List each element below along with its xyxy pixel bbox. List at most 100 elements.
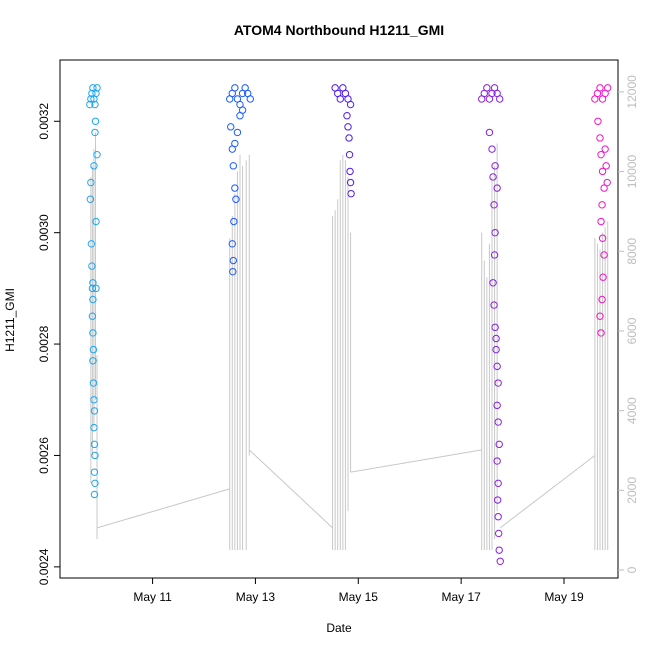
right-y-tick-label-5: 10000: [625, 155, 639, 189]
plot-area: May 11 May 13 May 15 May 17 May 19 0.0024 0.00…: [37, 59, 639, 604]
data-point-4-21: [603, 178, 611, 187]
data-point-0-13: [89, 295, 97, 304]
data-point-3-7: [496, 95, 504, 103]
data-point-1-21: [238, 106, 247, 114]
data-point-0-3: [89, 84, 97, 92]
data-point-4-5: [604, 84, 612, 92]
data-point-1-16: [229, 256, 238, 265]
data-point-3-13: [490, 251, 499, 259]
y-tick-label-1: 0.0026: [37, 437, 51, 474]
x-tick-label-3: May 17: [441, 590, 481, 604]
data-point-0-7: [93, 84, 101, 92]
data-point-2-9: [345, 134, 353, 142]
data-point-3-11: [490, 201, 498, 209]
data-point-3-9: [488, 145, 496, 153]
right-y-tick-label-0: 0: [625, 566, 639, 573]
data-point-0-6: [92, 89, 100, 98]
data-point-4-12: [597, 217, 605, 226]
data-point-1-15: [228, 240, 236, 248]
data-point-3-26: [494, 513, 502, 521]
data-point-4-15: [599, 273, 607, 281]
data-point-3-28: [495, 546, 503, 554]
right-y-tick-label-4: 8000: [625, 238, 639, 265]
right-y-tick-label-6: 12000: [625, 75, 639, 109]
data-point-3-12: [491, 228, 499, 237]
data-point-1-2: [231, 84, 239, 92]
data-point-0-1: [87, 95, 95, 103]
right-y-tick-label-1: 2000: [625, 477, 639, 504]
data-point-0-21: [90, 423, 98, 432]
data-point-1-8: [246, 95, 254, 103]
data-point-2-6: [346, 100, 355, 109]
data-point-0-25: [91, 479, 99, 488]
data-point-3-14: [489, 279, 497, 287]
data-point-0-29: [92, 217, 100, 226]
data-point-3-20: [493, 401, 501, 410]
data-point-4-2: [596, 84, 604, 92]
data-point-4-9: [598, 167, 607, 176]
data-point-3-18: [493, 362, 501, 371]
data-point-4-7: [596, 134, 604, 142]
data-point-0-12: [88, 284, 97, 293]
data-point-0-22: [90, 440, 99, 449]
data-point-3-23: [493, 457, 501, 465]
data-point-4-17: [596, 312, 604, 320]
data-point-3-10: [489, 173, 497, 181]
data-point-0-15: [89, 329, 97, 337]
data-point-0-10: [87, 240, 96, 248]
data-point-3-2: [483, 84, 491, 92]
data-point-4-11: [598, 201, 606, 209]
data-point-3-24: [494, 479, 502, 488]
data-point-0-5: [91, 100, 99, 109]
data-point-4-13: [598, 234, 607, 242]
data-point-2-10: [345, 150, 354, 159]
altitude-connector-0: [96, 488, 230, 529]
data-point-2-2: [336, 95, 344, 103]
data-point-0-31: [93, 150, 101, 159]
data-point-0-33: [91, 117, 100, 125]
x-axis-title: Date: [326, 621, 352, 635]
data-point-3-30: [491, 162, 499, 170]
data-point-0-8: [86, 195, 95, 203]
data-point-3-19: [494, 379, 502, 387]
y-axis-title: H1211_GMI: [3, 288, 17, 352]
data-point-3-8: [485, 128, 494, 137]
data-point-4-10: [600, 184, 608, 192]
data-point-1-12: [231, 184, 239, 192]
x-tick-label-2: May 15: [339, 590, 379, 604]
data-point-3-25: [493, 496, 502, 504]
data-point-3-32: [492, 334, 500, 343]
x-tick-label-4: May 19: [544, 590, 584, 604]
altitude-connector-1: [248, 449, 333, 529]
data-point-4-16: [598, 295, 606, 304]
data-point-0-28: [91, 128, 99, 137]
data-point-0-16: [89, 345, 98, 354]
right-y-tick-label-2: 4000: [625, 397, 639, 424]
data-point-0-9: [87, 178, 95, 187]
x-tick-label-0: May 11: [133, 590, 172, 604]
data-point-4-6: [594, 117, 602, 125]
data-point-1-17: [229, 267, 237, 276]
data-point-2-7: [343, 111, 351, 120]
data-point-4-19: [601, 145, 609, 153]
data-point-0-30: [92, 284, 100, 293]
data-point-1-14: [230, 217, 238, 226]
data-point-0-14: [88, 312, 97, 320]
data-point-4-20: [602, 162, 610, 170]
y-tick-label-4: 0.0032: [37, 103, 51, 140]
data-point-3-22: [495, 440, 503, 449]
y-tick-label-3: 0.0030: [37, 214, 51, 251]
data-point-3-16: [491, 323, 499, 332]
data-point-1-9: [227, 123, 235, 131]
x-tick-label-1: May 13: [236, 590, 276, 604]
data-point-3-31: [493, 184, 501, 192]
data-point-3-21: [494, 418, 502, 426]
data-point-2-12: [346, 178, 355, 187]
data-point-0-24: [90, 468, 99, 476]
data-point-0-11: [88, 262, 96, 270]
data-point-1-11: [229, 162, 238, 170]
data-point-2-13: [347, 189, 355, 198]
data-point-0-32: [89, 279, 97, 287]
